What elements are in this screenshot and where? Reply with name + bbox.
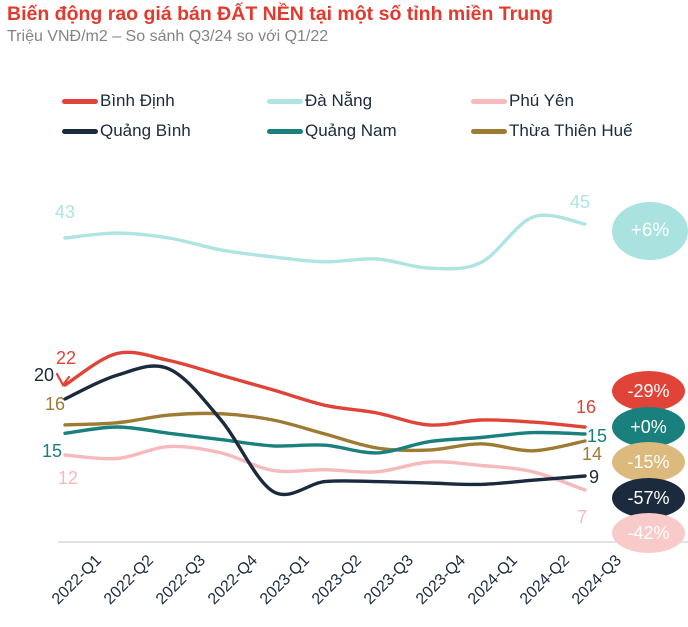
- value-label-hue-end: 14: [582, 444, 603, 464]
- legend-label: Quảng Nam: [305, 121, 397, 140]
- page-title: Biến động rao giá bán ĐẤT NỀN tại một số…: [7, 3, 554, 25]
- legend-swatch-thua-thien-hue: [471, 128, 507, 134]
- badge-text: +6%: [630, 220, 670, 241]
- legend-item-quang-nam: Quảng Nam: [267, 121, 397, 141]
- value-label-binh-dinh-start: 22: [56, 348, 77, 368]
- change-badge-binh-dinh: -29%: [612, 371, 685, 411]
- legend-swatch-da-nang: [267, 98, 303, 104]
- legend-swatch-quang-nam: [267, 128, 303, 134]
- page-subtitle: Triệu VNĐ/m2 – So sánh Q3/24 so với Q1/2…: [7, 28, 329, 45]
- badge-text: -57%: [627, 487, 670, 508]
- legend-label: Đà Nẵng: [305, 91, 373, 110]
- change-badge-hue: -15%: [612, 442, 685, 482]
- series-line-quang-binh: [63, 364, 587, 497]
- badge-text: -15%: [627, 451, 670, 472]
- value-label-da-nang-start: 43: [55, 202, 76, 222]
- legend-label: Phú Yên: [509, 91, 574, 110]
- badge-text: -42%: [627, 522, 670, 543]
- legend-item-binh-dinh: Bình Định: [62, 91, 175, 111]
- value-label-da-nang-end: 45: [570, 192, 591, 212]
- change-badge-phu-yen: -42%: [612, 513, 685, 553]
- legend-label: Quảng Bình: [100, 121, 191, 140]
- legend-item-quang-binh: Quảng Bình: [62, 121, 191, 141]
- legend-label: Bình Định: [100, 91, 175, 110]
- value-label-phu-yen-end: 7: [577, 507, 588, 527]
- series-line--a-nang: [63, 213, 587, 271]
- value-label-hue-start: 16: [45, 394, 66, 414]
- value-label-phu-yen-start: 12: [58, 468, 79, 488]
- change-badge-quang-nam: +0%: [612, 407, 685, 447]
- legend-item-thua-thien-hue: Thừa Thiên Huế: [471, 121, 633, 141]
- legend-swatch-phu-yen: [471, 98, 507, 104]
- binh-dinh-start-marker: [55, 372, 71, 388]
- badge-text: -29%: [627, 380, 670, 401]
- value-label-quang-binh-start: 20: [34, 365, 55, 385]
- value-label-binh-dinh-end: 16: [576, 397, 597, 417]
- series-line-phu-yen: [63, 444, 587, 492]
- legend-swatch-quang-binh: [62, 128, 98, 134]
- change-badge-da-nang: +6%: [612, 202, 688, 260]
- series-line-binh-inh: [63, 350, 587, 429]
- legend-swatch-binh-dinh: [62, 98, 98, 104]
- legend-label: Thừa Thiên Huế: [509, 121, 633, 140]
- value-label-quang-nam-end: 15: [587, 426, 608, 446]
- badge-text: +0%: [630, 416, 667, 437]
- legend-item-da-nang: Đà Nẵng: [267, 91, 372, 111]
- series-line-quang-nam: [63, 425, 587, 455]
- legend-item-phu-yen: Phú Yên: [471, 91, 574, 111]
- value-label-quang-nam-start: 15: [42, 441, 63, 461]
- change-badge-quang-binh: -57%: [612, 478, 685, 518]
- series-line-thua-thien-hue: [63, 411, 587, 453]
- value-label-quang-binh-end: 9: [589, 467, 600, 487]
